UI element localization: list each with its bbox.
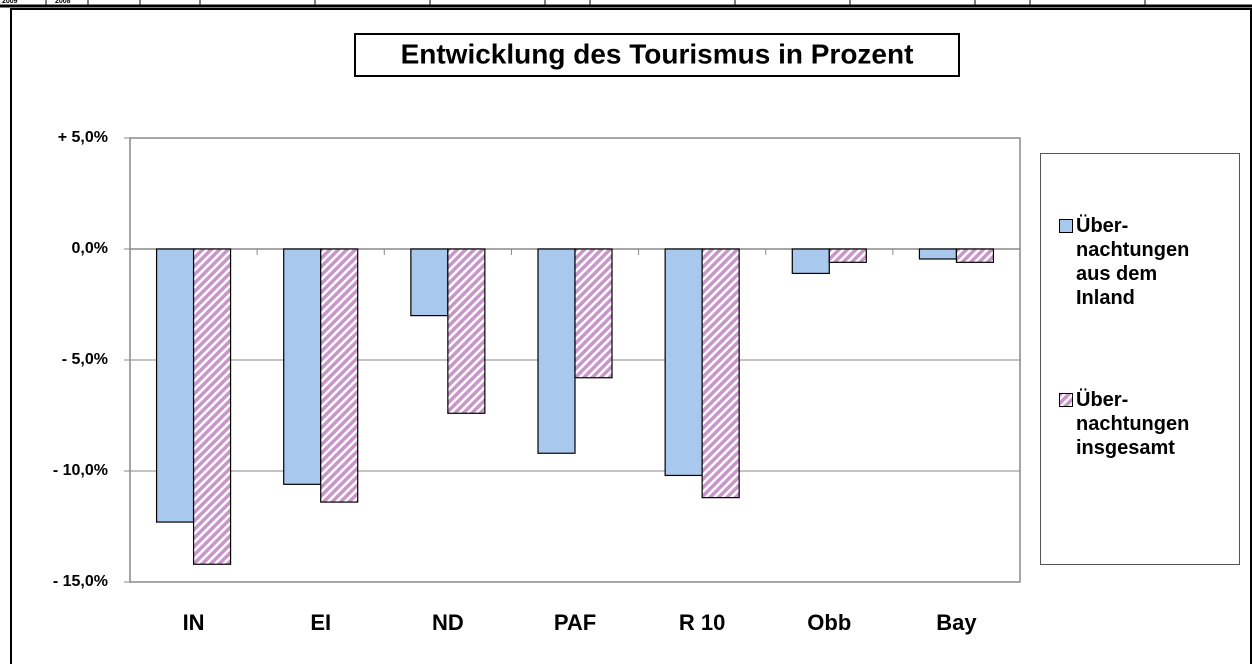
legend: Über- nachtungen aus dem Inland Über- nac… — [1040, 153, 1240, 565]
legend-item: Über- nachtungen insgesamt — [1059, 388, 1239, 460]
bar — [410, 248, 449, 317]
bar — [283, 248, 322, 485]
y-tick-label: - 5,0% — [62, 351, 108, 368]
bar — [664, 248, 703, 477]
chart-frame — [10, 8, 1252, 664]
bar — [955, 248, 995, 263]
bar — [828, 248, 867, 263]
bar — [918, 248, 958, 260]
legend-label: Über- nachtungen aus dem Inland — [1076, 215, 1190, 309]
legend-marker — [1059, 393, 1073, 407]
table-cells — [45, 0, 1146, 6]
legend-item: Über- nachtungen aus dem Inland — [1059, 214, 1239, 310]
bar — [537, 248, 576, 454]
chart-title: Entwicklung des Tourismus in Prozent — [401, 38, 914, 69]
legend-swatch — [1059, 219, 1073, 233]
bar — [320, 248, 359, 503]
bar — [155, 248, 195, 523]
y-tick-label: - 15,0% — [53, 573, 108, 590]
bar — [192, 248, 232, 565]
legend-label: Über- nachtungen insgesamt — [1076, 389, 1190, 459]
legend-marker — [1059, 219, 1073, 233]
x-tick-label: Bay — [936, 610, 977, 635]
y-tick-label: - 10,0% — [53, 462, 108, 479]
x-tick-label: IN — [183, 610, 205, 635]
bar — [574, 248, 613, 379]
bar — [701, 248, 740, 499]
table-cell: 2008 — [55, 0, 71, 5]
table-cell: 2009 — [2, 0, 18, 5]
x-tick-label: EI — [310, 610, 331, 635]
bar — [447, 248, 486, 414]
title-box — [354, 33, 960, 77]
legend-swatch — [1059, 393, 1073, 407]
y-tick-label: + 5,0% — [58, 129, 108, 146]
y-tick-label: 0,0% — [72, 240, 108, 257]
x-tick-label: R 10 — [679, 610, 725, 635]
x-tick-label: PAF — [554, 610, 596, 635]
bar — [791, 248, 830, 275]
x-tick-label: ND — [432, 610, 464, 635]
x-tick-label: Obb — [807, 610, 851, 635]
